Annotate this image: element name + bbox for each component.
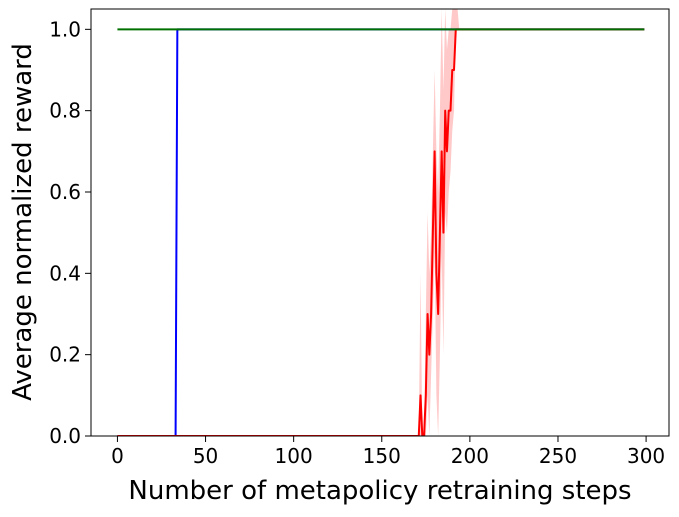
plot-frame [90,8,670,437]
x-axis-ticks: 0 50 100 150 200 250 300 [111,436,665,468]
x-tick-label: 100 [275,444,313,468]
x-tick-label: 0 [111,444,124,468]
x-tick-label: 250 [539,444,577,468]
series-lines [117,28,645,436]
y-tick-label: 0.4 [49,261,81,285]
x-tick-label: 300 [627,444,665,468]
y-axis-ticks: 0.0 0.2 0.4 0.6 0.8 1.0 [49,17,91,448]
y-tick-label: 0.2 [49,343,81,367]
series-1-line [117,28,645,436]
x-axis-label: Number of metapolicy retraining steps [128,476,631,506]
x-tick-label: 50 [193,444,218,468]
y-tick-label: 1.0 [49,17,81,41]
x-tick-label: 200 [451,444,489,468]
y-tick-label: 0.6 [49,180,81,204]
y-tick-label: 0.8 [49,99,81,123]
y-tick-label: 0.0 [49,424,81,448]
y-axis-label: Average normalized reward [8,43,38,401]
x-tick-label: 150 [363,444,401,468]
